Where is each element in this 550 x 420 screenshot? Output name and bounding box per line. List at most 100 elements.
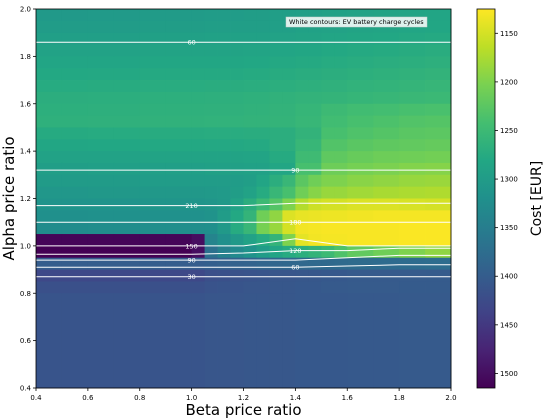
heatmap-cell <box>269 174 283 188</box>
contour-label: 60 <box>291 264 299 272</box>
heatmap-cell <box>347 293 374 389</box>
heatmap-cell <box>347 245 374 259</box>
heatmap-cell <box>334 32 348 45</box>
heatmap-cell <box>347 210 374 223</box>
heatmap-cell <box>230 9 244 22</box>
contour-label: 120 <box>289 247 301 255</box>
x-tick-label: 0.4 <box>30 394 42 402</box>
heatmap-cell <box>191 269 205 282</box>
heatmap-cell <box>191 127 205 140</box>
heatmap-cell <box>230 293 244 389</box>
heatmap-cell <box>243 68 257 81</box>
heatmap-cell <box>347 44 374 57</box>
heatmap-cell <box>36 210 63 223</box>
heatmap-cell <box>217 127 231 140</box>
heatmap-cell <box>269 293 283 389</box>
heatmap-cell <box>113 9 141 22</box>
heatmap-cell <box>295 198 309 211</box>
heatmap-cell <box>308 91 322 105</box>
heatmap-cell <box>347 68 374 81</box>
heatmap-cell <box>61 91 89 105</box>
heatmap-cell <box>308 293 322 389</box>
heatmap-cell <box>217 32 231 45</box>
heatmap-cell <box>139 162 167 176</box>
heatmap-cell <box>373 186 400 199</box>
heatmap-cell <box>61 56 89 69</box>
heatmap-cell <box>269 245 283 259</box>
colorbar-label: Cost [EUR] <box>529 161 545 236</box>
heatmap-cell <box>230 151 244 164</box>
heatmap-cell <box>347 151 374 164</box>
heatmap-cell <box>113 115 141 128</box>
heatmap-cell <box>373 293 400 389</box>
heatmap-cell <box>36 103 63 116</box>
heatmap-cell <box>399 56 426 69</box>
heatmap-cell <box>308 245 322 259</box>
heatmap-cell <box>191 174 205 188</box>
heatmap-cell <box>256 222 270 235</box>
heatmap-cell <box>87 56 115 69</box>
y-tick-label: 1.4 <box>20 148 32 156</box>
contour-lines: 30 60 90 120 150 180 210 90 60 <box>36 39 451 281</box>
heatmap-cell <box>269 68 283 81</box>
heatmap-cell <box>217 139 231 152</box>
heatmap-cell <box>399 151 426 164</box>
heatmap-cell <box>399 44 426 57</box>
heatmap-cell <box>87 151 115 164</box>
heatmap-cell <box>308 115 322 128</box>
heatmap-cell <box>399 293 426 389</box>
heatmap-cell <box>282 80 296 93</box>
heatmap-cell <box>425 91 452 105</box>
heatmap-cell <box>87 20 115 34</box>
heatmap-cell <box>321 56 335 69</box>
heatmap-cell <box>373 127 400 140</box>
heatmap-cell <box>321 68 335 81</box>
heatmap-cell <box>321 103 335 116</box>
heatmap-cell <box>139 210 167 223</box>
heatmap-cell <box>399 139 426 152</box>
heatmap-cell <box>36 245 63 259</box>
heatmap-cell <box>230 257 244 270</box>
heatmap-cell <box>139 186 167 199</box>
colorbar-tick-label: 1400 <box>500 273 518 281</box>
heatmap-cell <box>165 80 193 93</box>
heatmap-cell <box>425 281 452 294</box>
heatmap-cell <box>165 186 193 199</box>
heatmap-cell <box>334 139 348 152</box>
heatmap-cell <box>191 9 205 22</box>
heatmap-cell <box>165 103 193 116</box>
y-tick-label: 1.6 <box>20 100 32 108</box>
heatmap-cell <box>295 210 309 223</box>
heatmap-cell <box>165 198 193 211</box>
x-tick-label: 1.4 <box>290 394 302 402</box>
heatmap-cell <box>87 115 115 128</box>
heatmap-cell <box>256 151 270 164</box>
heatmap-cell <box>295 281 309 294</box>
heatmap-cell <box>399 162 426 176</box>
y-tick-label: 0.6 <box>20 337 32 345</box>
heatmap-cell <box>256 20 270 34</box>
heatmap-cell <box>87 293 115 389</box>
heatmap-cell <box>191 139 205 152</box>
heatmap-cell <box>282 127 296 140</box>
heatmap-cell <box>243 115 257 128</box>
heatmap-cell <box>217 257 231 270</box>
heatmap-cell <box>269 222 283 235</box>
heatmap-cell <box>191 151 205 164</box>
heatmap-cell <box>61 20 89 34</box>
y-tick-label: 1.8 <box>20 53 31 61</box>
heatmap-cell <box>269 257 283 270</box>
y-tick-label: 1.2 <box>20 195 31 203</box>
heatmap-cell <box>61 151 89 164</box>
heatmap-cell <box>334 115 348 128</box>
heatmap-cell <box>425 68 452 81</box>
y-tick-label: 1.0 <box>20 242 31 250</box>
heatmap-cell <box>204 32 218 45</box>
heatmap-cell <box>87 162 115 176</box>
heatmap-cell <box>230 56 244 69</box>
heatmap-cell <box>230 20 244 34</box>
heatmap-cell <box>217 222 231 235</box>
heatmap-cell <box>230 269 244 282</box>
heatmap-cell <box>204 210 218 223</box>
heatmap-cell <box>399 103 426 116</box>
